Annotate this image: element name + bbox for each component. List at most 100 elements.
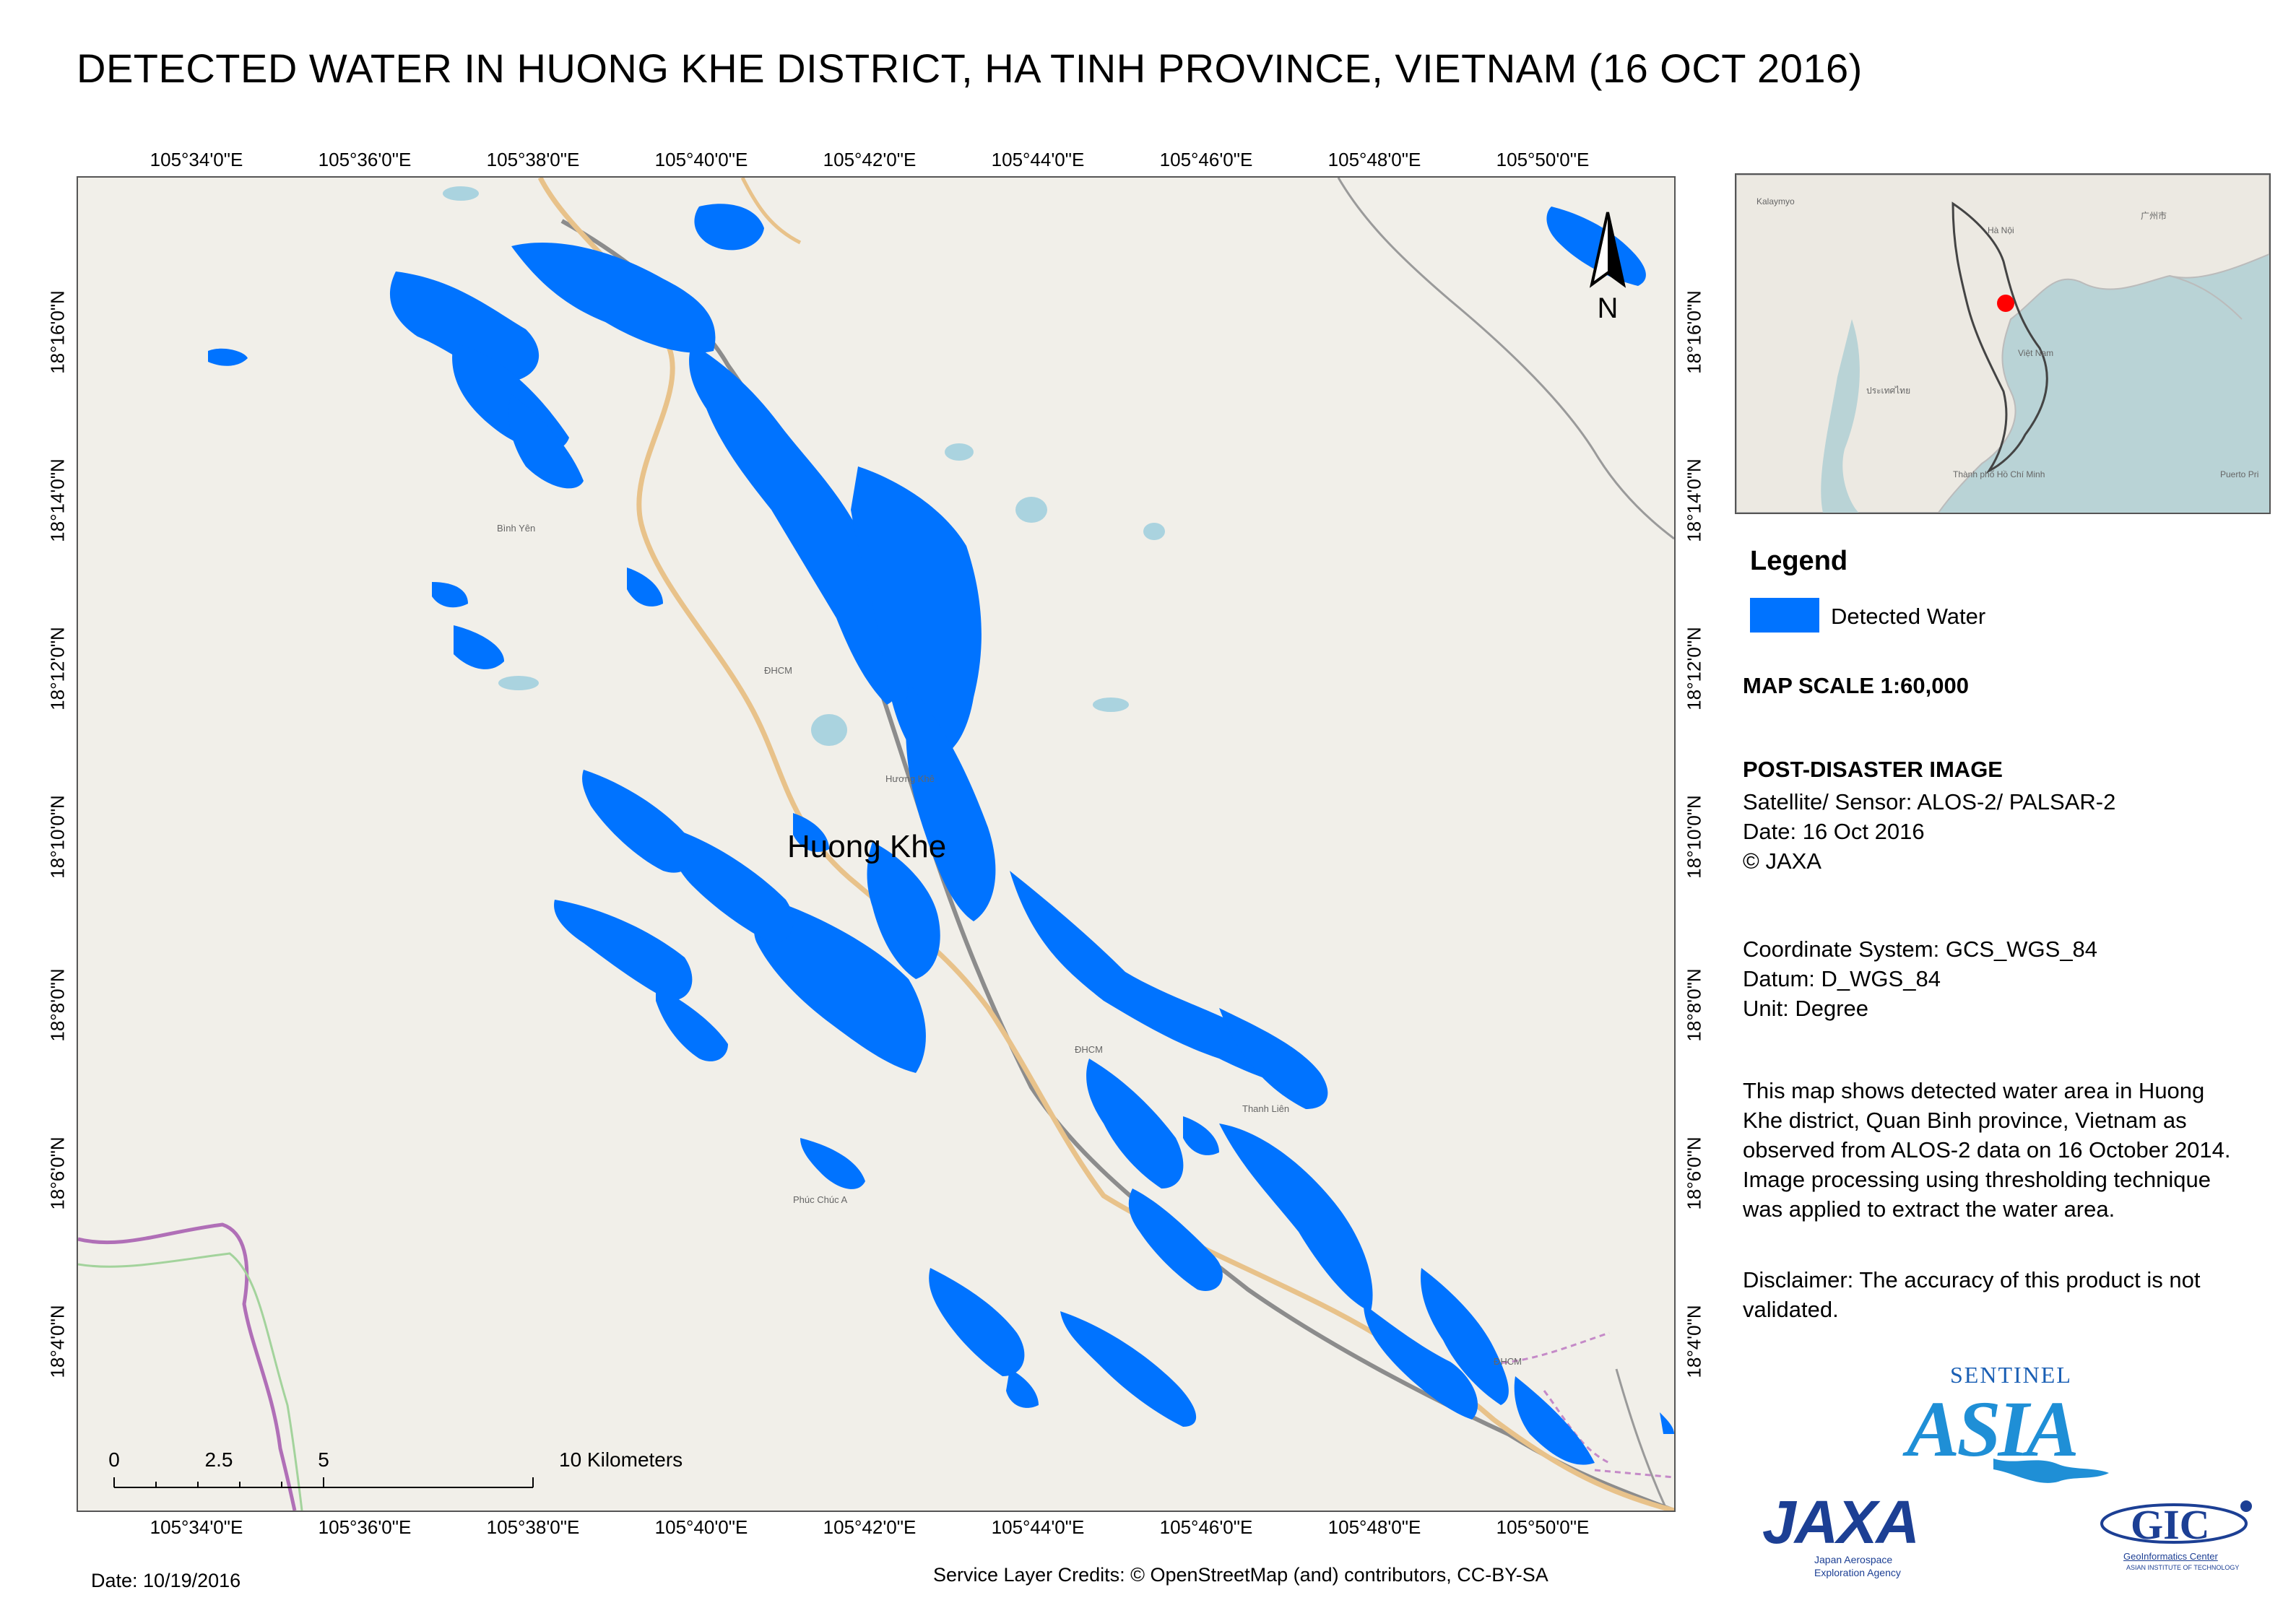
description-line: Khe district, Quan Binh province, Vietna… — [1743, 1108, 2187, 1133]
gic-subtitle: GeoInformatics Center — [2123, 1551, 2218, 1562]
inset-label: Thành phố Hồ Chí Minh — [1953, 469, 2045, 479]
jaxa-subtitle: Exploration Agency — [1814, 1567, 1901, 1578]
asia-logo-text: ASIA — [1907, 1385, 2079, 1473]
lat-label-right: 18°12'0"N — [1683, 627, 1705, 710]
map-canvas: N — [78, 178, 1674, 1511]
lon-label-top: 105°34'0"E — [150, 149, 243, 170]
description-line: Image processing using thresholding tech… — [1743, 1167, 2211, 1192]
place-label: ĐHCM — [764, 665, 792, 676]
legend-title: Legend — [1750, 546, 1848, 576]
inset-land — [1736, 175, 2269, 513]
lon-label-bottom: 105°42'0"E — [823, 1516, 917, 1538]
north-arrow — [1589, 212, 1626, 288]
place-label: ĐHCM — [1494, 1356, 1522, 1367]
info-line: Date: 16 Oct 2016 — [1743, 819, 1925, 844]
disclaimer-line: Disclaimer: The accuracy of this product… — [1743, 1267, 2201, 1292]
footer-date: Date: 10/19/2016 — [91, 1570, 241, 1591]
scale-label: 5 — [318, 1448, 329, 1471]
lake — [1143, 523, 1165, 540]
lon-label-bottom: 105°48'0"E — [1327, 1516, 1421, 1538]
map-scale-text: MAP SCALE 1:60,000 — [1743, 673, 1969, 698]
lat-label-left: 18°14'0"N — [46, 459, 69, 542]
lon-label-top: 105°40'0"E — [654, 149, 748, 170]
secondary-road — [740, 178, 802, 245]
inset-canvas — [1736, 175, 2269, 513]
lon-label-bottom: 105°34'0"E — [150, 1516, 243, 1538]
description-line: This map shows detected water area in Hu… — [1743, 1078, 2205, 1103]
lon-label-top: 105°46'0"E — [1159, 149, 1253, 170]
map-title: DETECTED WATER IN HUONG KHE DISTRICT, HA… — [77, 45, 1863, 91]
lon-label-top: 105°50'0"E — [1496, 149, 1590, 170]
lon-label-top: 105°48'0"E — [1327, 149, 1421, 170]
place-label: Phúc Chúc A — [793, 1194, 848, 1205]
lat-label-right: 18°10'0"N — [1683, 795, 1705, 879]
footer-credits: Service Layer Credits: © OpenStreetMap (… — [933, 1564, 1548, 1586]
place-label: Bình Yên — [497, 523, 536, 534]
admin-boundary-line — [1337, 178, 1674, 540]
coordinate-line: Datum: D_WGS_84 — [1743, 966, 1941, 991]
lon-label-bottom: 105°38'0"E — [486, 1516, 580, 1538]
admin-boundary-line — [1615, 1368, 1668, 1511]
country-border — [78, 1222, 297, 1511]
sentinel-asia-logo: SENTINEL ASIA — [1892, 1357, 2131, 1487]
gic-subtitle-2: ASIAN INSTITUTE OF TECHNOLOGY — [2126, 1564, 2240, 1571]
lat-label-left: 18°10'0"N — [46, 795, 69, 879]
description-line: observed from ALOS-2 data on 16 October … — [1743, 1137, 2231, 1162]
lon-label-top: 105°36'0"E — [318, 149, 412, 170]
disclaimer-line: validated. — [1743, 1297, 1839, 1322]
gic-orbit-icon — [2100, 1500, 2252, 1544]
lat-label-left: 18°4'0"N — [46, 1305, 69, 1378]
lake — [498, 676, 539, 690]
place-label: Thanh Liên — [1242, 1103, 1290, 1114]
sentinel-islands-icon — [1993, 1459, 2109, 1483]
coordinate-line: Coordinate System: GCS_WGS_84 — [1743, 936, 2098, 962]
jaxa-subtitle: Japan Aerospace — [1814, 1554, 1893, 1565]
scale-label: 10 Kilometers — [559, 1448, 683, 1471]
inset-label: Kalaymyo — [1756, 196, 1795, 207]
lat-label-right: 18°16'0"N — [1683, 290, 1705, 374]
gic-logo-text: GIC — [2131, 1501, 2210, 1548]
legend-item-label: Detected Water — [1831, 604, 1986, 629]
detected-water-areas — [208, 204, 1674, 1465]
inset-label: 广州市 — [2141, 211, 2167, 221]
place-label: Hương Khê — [885, 773, 935, 784]
description-line: was applied to extract the water area. — [1743, 1196, 2115, 1222]
lon-label-top: 105°38'0"E — [486, 149, 580, 170]
lake — [945, 443, 974, 461]
sentinel-logo-text: SENTINEL — [1950, 1362, 2072, 1388]
inset-vietnam-outline — [1951, 201, 2048, 474]
inset-sea — [1821, 319, 1860, 513]
lon-label-bottom: 105°40'0"E — [654, 1516, 748, 1538]
lon-label-bottom: 105°44'0"E — [991, 1516, 1085, 1538]
info-line: © JAXA — [1743, 848, 1821, 874]
lake — [1093, 697, 1129, 712]
scale-label: 2.5 — [204, 1448, 233, 1471]
coordinate-line: Unit: Degree — [1743, 996, 1869, 1021]
lon-label-top: 105°44'0"E — [991, 149, 1085, 170]
lake — [443, 186, 479, 201]
legend-water-swatch — [1750, 598, 1819, 633]
jaxa-logo: JAXA Japan Aerospace Exploration Agency — [1748, 1487, 1936, 1596]
inset-label: ประเทศไทย — [1866, 386, 1911, 396]
place-label: ĐHCM — [1075, 1044, 1103, 1055]
town-label: Huong Khe — [787, 829, 947, 864]
lon-label-bottom: 105°50'0"E — [1496, 1516, 1590, 1538]
lat-label-left: 18°16'0"N — [46, 290, 69, 374]
lake — [1015, 497, 1047, 523]
inset-road — [2169, 275, 2243, 320]
scale-label: 0 — [108, 1448, 120, 1471]
post-disaster-heading: POST-DISASTER IMAGE — [1743, 757, 2003, 782]
info-line: Satellite/ Sensor: ALOS-2/ PALSAR-2 — [1743, 789, 2116, 814]
lon-label-bottom: 105°36'0"E — [318, 1516, 412, 1538]
lat-label-right: 18°8'0"N — [1683, 968, 1705, 1042]
inset-label: Hà Nội — [1988, 225, 2014, 235]
lat-label-right: 18°14'0"N — [1683, 459, 1705, 542]
scale-bar — [113, 1477, 534, 1488]
main-map[interactable]: N Bình Yên Hương Khê Thanh Liên Phúc Chú… — [77, 176, 1676, 1512]
inset-locator-map[interactable]: Hà Nội Việt Nam ประเทศไทย Thành phố Hồ C… — [1735, 173, 2271, 514]
lon-label-bottom: 105°46'0"E — [1159, 1516, 1253, 1538]
protected-area-border — [78, 1252, 303, 1511]
lat-label-right: 18°6'0"N — [1683, 1137, 1705, 1210]
gic-logo: GIC GeoInformatics Center ASIAN INSTITUT… — [2094, 1495, 2268, 1574]
jaxa-logo-text: JAXA — [1762, 1488, 1920, 1556]
